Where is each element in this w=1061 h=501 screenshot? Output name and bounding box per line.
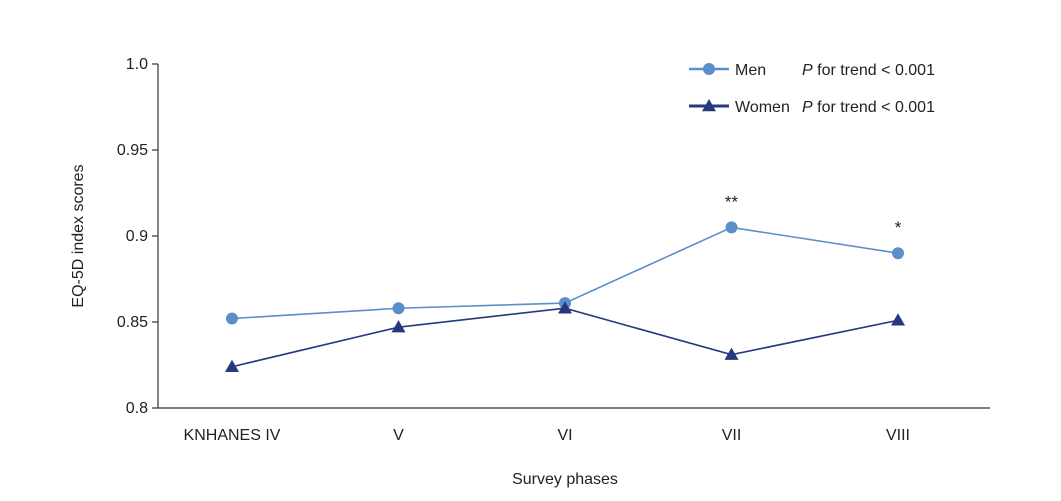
significance-annotation: ** (725, 192, 739, 211)
legend-trend-value: for trend < 0.001 (813, 62, 935, 79)
series-layer (225, 221, 905, 372)
data-point-women (724, 347, 739, 360)
legend-swatch-marker (702, 99, 716, 112)
x-tick-label: VI (557, 427, 572, 444)
x-tick-label: KNHANES IV (184, 427, 281, 444)
x-tick-label: VIII (886, 427, 910, 444)
y-tick-label: 0.95 (117, 142, 148, 159)
x-tick-label: VII (722, 427, 742, 444)
legend-trend-text: P for trend < 0.001 (802, 99, 935, 116)
data-point-women (391, 320, 406, 333)
significance-annotation: * (895, 218, 902, 237)
legend-item-women: Women P for trend < 0.001 (689, 99, 935, 116)
legend-label: Men (735, 62, 766, 79)
data-point-women (891, 313, 905, 326)
x-tick-label: V (393, 427, 404, 444)
legend-trend-p: P (802, 62, 813, 79)
data-point-women (225, 359, 239, 372)
y-tick-label: 0.85 (117, 314, 148, 331)
data-point-men (892, 247, 904, 260)
legend-trend-p: P (802, 99, 813, 116)
legend-trend-text: P for trend < 0.001 (802, 62, 935, 79)
y-tick-label: 0.9 (126, 228, 148, 245)
legend-swatch-marker (703, 63, 715, 75)
y-tick-label: 1.0 (126, 56, 148, 73)
legend: Men P for trend < 0.001 Women P for trend <… (689, 62, 935, 116)
x-axis-title: Survey phases (512, 471, 618, 488)
annotation-layer: *** (725, 192, 902, 237)
series-women (225, 301, 905, 372)
y-axis-ticks: 0.8 0.85 0.9 0.95 1.0 (117, 56, 158, 417)
data-point-men (392, 302, 405, 315)
data-point-men (725, 221, 738, 234)
y-axis-title: EQ-5D index scores (70, 164, 87, 307)
series-line-women (231, 307, 899, 368)
y-tick-label: 0.8 (126, 400, 148, 417)
legend-trend-value: for trend < 0.001 (813, 99, 935, 116)
data-point-men (226, 312, 238, 325)
x-axis-ticks: KNHANES IV V VI VII VIII (184, 427, 910, 444)
data-point-women (558, 301, 572, 314)
legend-label: Women (735, 99, 790, 116)
legend-item-men: Men P for trend < 0.001 (689, 62, 935, 79)
